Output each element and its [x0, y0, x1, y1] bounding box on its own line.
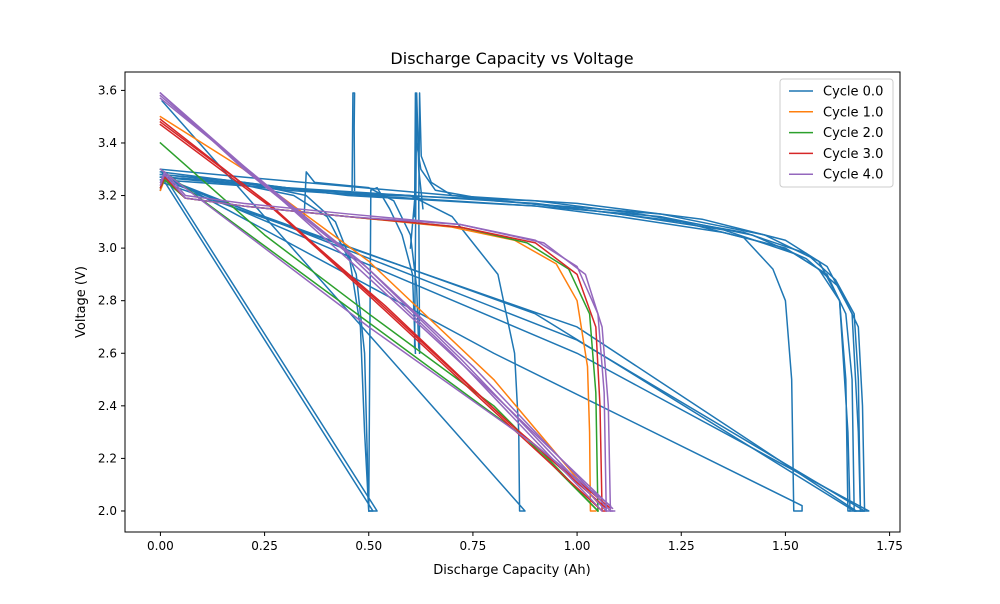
y-axis-ticks: 2.0 2.2 2.4 2.6 2.8 3.0 3.2 3.4 3.6 — [98, 83, 125, 518]
series-1-line-1 — [159, 115, 599, 505]
series-0-line-9 — [367, 186, 417, 512]
x-tick-label: 0.00 — [147, 539, 174, 553]
series-2-line-1 — [159, 168, 599, 513]
series-4-line-4 — [159, 168, 612, 507]
legend-label-4: Cycle 4.0 — [823, 168, 883, 183]
x-tick-label: 0.75 — [460, 539, 487, 553]
y-tick-label: 3.2 — [98, 189, 117, 203]
legend-label-0: Cycle 0.0 — [823, 85, 883, 100]
x-tick-label: 1.75 — [876, 539, 903, 553]
legend-label-3: Cycle 3.0 — [823, 147, 883, 162]
legend-label-1: Cycle 1.0 — [823, 105, 883, 120]
y-axis-label: Voltage (V) — [74, 266, 89, 338]
legend-label-2: Cycle 2.0 — [823, 126, 883, 141]
x-tick-label: 1.50 — [772, 539, 799, 553]
plot-frame — [124, 71, 901, 533]
series-4-line-6 — [159, 171, 616, 512]
x-tick-label: 1.25 — [668, 539, 695, 553]
series-4 — [159, 91, 616, 513]
y-tick-label: 2.4 — [98, 399, 117, 413]
x-tick-label: 0.50 — [355, 539, 382, 553]
legend-box — [779, 78, 894, 188]
y-tick-label: 2.0 — [98, 504, 117, 518]
y-tick-label: 2.6 — [98, 346, 117, 360]
series-0-line-10 — [351, 92, 356, 192]
series-4-line-3 — [159, 91, 614, 510]
series-0-line-14 — [409, 194, 421, 355]
x-axis-label: Discharge Capacity (Ah) — [433, 563, 590, 578]
x-axis-ticks: 0.00 0.25 0.50 0.75 1.00 1.25 1.50 1.75 — [147, 532, 903, 553]
legend: Cycle 0.0 Cycle 1.0 Cycle 2.0 Cycle 3.0 Cycl… — [779, 78, 894, 188]
series-0-line-5 — [159, 99, 526, 512]
chart-title: Discharge Capacity vs Voltage — [390, 49, 633, 68]
x-tick-label: 0.25 — [251, 539, 278, 553]
y-tick-label: 2.2 — [98, 451, 117, 465]
y-tick-label: 3.0 — [98, 241, 117, 255]
series-0-line-12 — [417, 92, 862, 512]
series-0-line-3 — [159, 171, 866, 512]
y-tick-label: 3.4 — [98, 136, 117, 150]
y-tick-label: 2.8 — [98, 294, 117, 308]
y-tick-label: 3.6 — [98, 83, 117, 97]
series-4-line-2 — [159, 97, 612, 513]
x-tick-label: 1.00 — [564, 539, 591, 553]
plot-lines — [159, 91, 870, 513]
